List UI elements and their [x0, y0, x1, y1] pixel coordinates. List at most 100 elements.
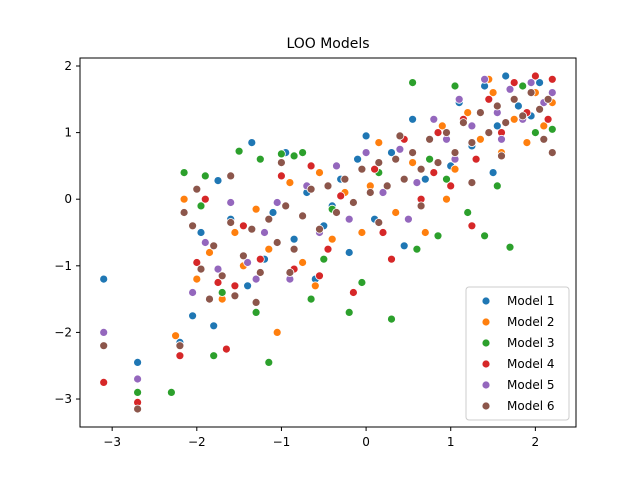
data-point	[344, 214, 354, 224]
data-point	[166, 387, 176, 397]
data-point	[344, 248, 354, 257]
data-point	[501, 71, 511, 81]
data-point	[221, 344, 231, 354]
data-point	[505, 84, 515, 94]
data-point	[268, 208, 278, 217]
data-point	[213, 176, 223, 186]
data-point	[340, 174, 350, 184]
data-point	[454, 94, 464, 104]
x-tick-label: 2	[532, 435, 540, 449]
y-tick-label: 2	[64, 59, 72, 73]
data-point	[332, 161, 341, 171]
legend-box	[465, 286, 570, 421]
data-point	[492, 181, 502, 191]
data-point	[420, 174, 430, 184]
data-point	[387, 254, 396, 264]
data-point	[526, 88, 536, 97]
data-point	[348, 198, 358, 207]
data-point	[446, 181, 456, 191]
data-point	[230, 291, 240, 301]
data-point	[289, 151, 299, 161]
data-point	[408, 114, 418, 124]
legend-label: Model 2	[507, 315, 554, 329]
legend-marker	[481, 359, 491, 369]
data-point	[387, 314, 396, 324]
data-point	[509, 114, 519, 124]
data-point	[450, 81, 460, 91]
series-4	[99, 71, 557, 407]
data-point	[547, 88, 557, 97]
legend-marker	[481, 317, 491, 327]
data-point	[412, 244, 422, 254]
data-point	[514, 101, 523, 111]
data-point	[361, 148, 371, 158]
data-point	[480, 231, 490, 241]
data-point	[399, 174, 409, 184]
data-point	[192, 258, 202, 267]
data-point	[264, 357, 274, 367]
data-point	[272, 327, 282, 337]
data-point	[255, 154, 265, 164]
legend-label: Model 5	[507, 378, 554, 392]
data-point	[226, 171, 236, 181]
data-point	[365, 188, 375, 197]
legend-marker	[481, 401, 491, 411]
data-point	[209, 241, 219, 251]
data-point	[332, 208, 341, 217]
data-point	[217, 288, 227, 297]
data-point	[543, 114, 553, 124]
data-point	[276, 158, 286, 168]
data-point	[188, 288, 198, 297]
data-point	[188, 221, 198, 231]
data-point	[247, 138, 257, 148]
data-point	[175, 341, 185, 351]
data-point	[272, 238, 282, 247]
data-point	[442, 194, 451, 204]
data-point	[539, 134, 549, 144]
data-point	[289, 234, 299, 244]
data-point	[264, 244, 274, 254]
legend: Model 1 Model 2 Model 3 Model 4 Model 5 Model…	[465, 286, 570, 421]
data-point	[535, 78, 544, 87]
data-point	[298, 148, 308, 158]
data-point	[179, 194, 189, 204]
data-point	[133, 357, 143, 367]
data-point	[492, 121, 502, 131]
series-5	[99, 74, 557, 384]
data-point	[243, 281, 253, 291]
data-point	[531, 128, 540, 138]
data-point	[408, 158, 418, 168]
data-point	[179, 208, 189, 217]
data-point	[458, 118, 468, 127]
data-points	[99, 71, 557, 414]
legend-marker	[481, 380, 491, 390]
data-point	[467, 121, 477, 131]
data-point	[327, 234, 337, 244]
legend-label: Model 3	[507, 336, 554, 350]
data-point	[276, 171, 286, 181]
data-point	[408, 148, 418, 158]
data-point	[467, 178, 477, 188]
series-3	[99, 78, 557, 397]
data-point	[200, 194, 210, 204]
data-point	[179, 168, 189, 178]
data-point	[171, 331, 181, 341]
data-point	[488, 88, 498, 97]
data-point	[492, 101, 502, 111]
data-point	[433, 158, 443, 168]
data-point	[425, 154, 435, 164]
data-point	[391, 208, 401, 217]
data-point	[374, 158, 384, 168]
data-point	[289, 244, 299, 254]
data-point	[416, 164, 426, 174]
data-point	[196, 264, 206, 274]
data-point	[467, 138, 477, 148]
data-point	[205, 248, 214, 257]
data-point	[272, 198, 282, 207]
series-2	[171, 74, 557, 341]
data-point	[395, 144, 405, 154]
data-point	[450, 148, 460, 158]
data-point	[192, 184, 202, 194]
data-point	[497, 151, 506, 161]
